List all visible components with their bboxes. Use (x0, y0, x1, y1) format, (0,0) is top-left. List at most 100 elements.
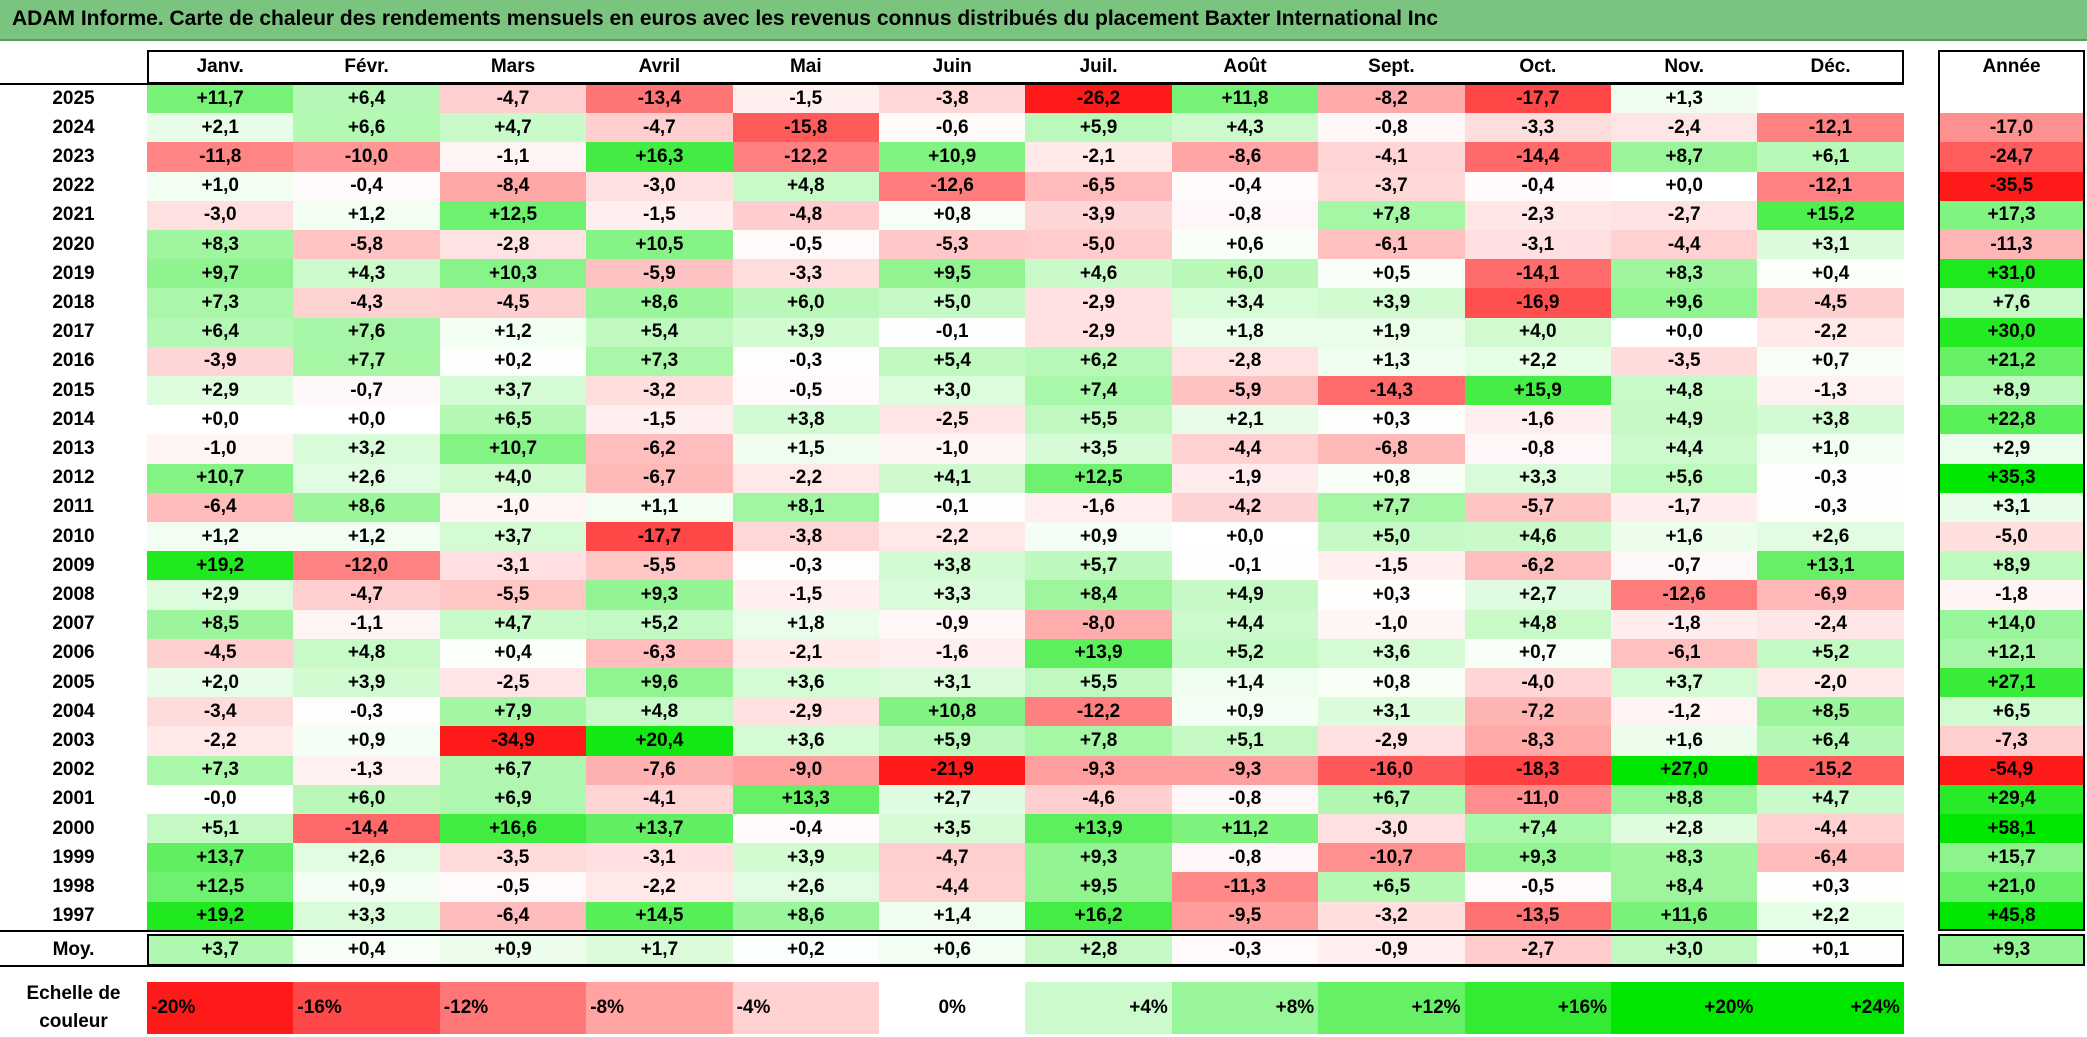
heatmap-cell: -0,3 (732, 551, 879, 581)
heatmap-cell: -2,9 (1025, 288, 1172, 318)
heatmap-cell: -9,3 (1025, 755, 1172, 785)
year-label: 2017 (0, 317, 147, 347)
year-label: 2022 (0, 171, 147, 201)
heatmap-cell: +8,3 (1611, 843, 1758, 873)
heatmap-cell: +16,2 (1025, 901, 1172, 931)
heatmap-cell: -34,9 (439, 726, 587, 756)
heatmap-cell: -12,6 (1611, 580, 1758, 610)
heatmap-cell: +3,5 (1025, 434, 1172, 464)
average-cell: +0,2 (732, 934, 879, 966)
heatmap-cell: +1,0 (147, 171, 294, 201)
scale-swatch: -4% (732, 982, 879, 1034)
heatmap-cell: -16,9 (1464, 288, 1611, 318)
heatmap-cell: -1,5 (732, 580, 879, 610)
heatmap-cell: -1,2 (1611, 697, 1758, 727)
year-label: 2014 (0, 405, 147, 435)
average-cell: +0,6 (879, 934, 1026, 966)
heatmap-cell: +6,7 (1318, 784, 1465, 814)
heatmap-cell: +5,0 (1318, 522, 1465, 552)
heatmap-cell: -6,5 (1025, 171, 1172, 201)
heatmap-cell: +1,8 (1171, 317, 1319, 347)
heatmap-cell: +5,4 (879, 346, 1026, 376)
heatmap-cell: +12,5 (439, 200, 587, 230)
scale-label-line1: Echelle de (26, 983, 121, 1004)
heatmap-cell: -3,0 (147, 200, 294, 230)
heatmap-cell: -12,6 (879, 171, 1026, 201)
heatmap-cell: +5,1 (147, 814, 294, 844)
heatmap-cell: -4,7 (293, 580, 440, 610)
heatmap-cell: -4,5 (439, 288, 587, 318)
heatmap-cell: +16,6 (439, 814, 587, 844)
year-label: 2013 (0, 434, 147, 464)
heatmap-cell: +0,2 (439, 346, 587, 376)
heatmap-cell: -5,3 (879, 230, 1026, 260)
heatmap-cell: +9,6 (586, 668, 733, 698)
heatmap-cell: -0,4 (1464, 171, 1611, 201)
heatmap-cell: +6,1 (1757, 142, 1904, 172)
annual-cell: -11,3 (1938, 230, 2085, 260)
average-cell: +3,7 (147, 934, 294, 966)
annual-header: Année (1938, 50, 2085, 84)
heatmap-cell: +8,6 (586, 288, 733, 318)
heatmap-cell: -6,8 (1318, 434, 1465, 464)
heatmap-cell: +3,8 (1757, 405, 1904, 435)
heatmap-cell: -5,0 (1025, 230, 1172, 260)
heatmap-cell: +1,4 (1171, 668, 1319, 698)
heatmap-cell: +0,9 (293, 872, 440, 902)
heatmap-cell: +4,8 (732, 171, 879, 201)
heatmap-cell: +12,5 (1025, 463, 1172, 493)
scale-label-line2: couleur (39, 1011, 108, 1032)
heatmap-cell: +3,7 (439, 376, 587, 406)
year-label: 2019 (0, 259, 147, 289)
heatmap-cell: +9,3 (586, 580, 733, 610)
heatmap-cell: +8,6 (732, 901, 879, 931)
annual-cell: +12,1 (1938, 638, 2085, 668)
heatmap-cell: -10,0 (293, 142, 440, 172)
annual-cell: +14,0 (1938, 609, 2085, 639)
heatmap-cell: +2,1 (147, 113, 294, 143)
heatmap-cell: -0,0 (147, 784, 294, 814)
heatmap-cell: +5,9 (1025, 113, 1172, 143)
scale-swatch: +16% (1464, 982, 1611, 1034)
heatmap-cell: +3,6 (732, 726, 879, 756)
heatmap-cell: -12,0 (293, 551, 440, 581)
heatmap-cell: +15,9 (1464, 376, 1611, 406)
heatmap-cell: -2,2 (879, 522, 1026, 552)
heatmap-cell: -2,5 (439, 668, 587, 698)
heatmap-cell: +7,7 (1318, 492, 1465, 522)
heatmap-cell: -0,4 (293, 171, 440, 201)
heatmap-cell: -4,5 (1757, 288, 1904, 318)
annual-cell: +27,1 (1938, 668, 2085, 698)
heatmap-cell: +4,7 (439, 113, 587, 143)
heatmap-cell: -0,7 (293, 376, 440, 406)
heatmap-cell: -3,9 (1025, 200, 1172, 230)
heatmap-cell: +5,9 (879, 726, 1026, 756)
annual-cell: -5,0 (1938, 522, 2085, 552)
annual-cell: -1,8 (1938, 580, 2085, 610)
heatmap-cell: -1,3 (1757, 376, 1904, 406)
year-label: 2020 (0, 230, 147, 260)
heatmap-cell: +8,4 (1611, 872, 1758, 902)
heatmap-cell: +16,3 (586, 142, 733, 172)
heatmap-cell: -2,0 (1757, 668, 1904, 698)
heatmap-cell: +5,5 (1025, 405, 1172, 435)
annual-cell: +21,2 (1938, 346, 2085, 376)
heatmap-cell: -1,6 (1025, 492, 1172, 522)
heatmap-cell (1757, 84, 1904, 114)
heatmap-cell: -10,7 (1318, 843, 1465, 873)
heatmap-cell: -12,1 (1757, 113, 1904, 143)
heatmap-cell: -1,6 (1464, 405, 1611, 435)
heatmap-cell: -0,3 (732, 346, 879, 376)
heatmap-cell: -2,1 (732, 638, 879, 668)
heatmap-cell: -16,0 (1318, 755, 1465, 785)
heatmap-cell: -2,3 (1464, 200, 1611, 230)
heatmap-cell: +3,7 (439, 522, 587, 552)
heatmap-cell: -0,1 (879, 492, 1026, 522)
heatmap-cell: -18,3 (1464, 755, 1611, 785)
heatmap-cell: +3,6 (732, 668, 879, 698)
heatmap-cell: +3,4 (1171, 288, 1319, 318)
heatmap-cell: -5,9 (1171, 376, 1319, 406)
scale-swatch: +8% (1171, 982, 1319, 1034)
annual-cell: -54,9 (1938, 755, 2085, 785)
average-cell: -0,3 (1171, 934, 1319, 966)
